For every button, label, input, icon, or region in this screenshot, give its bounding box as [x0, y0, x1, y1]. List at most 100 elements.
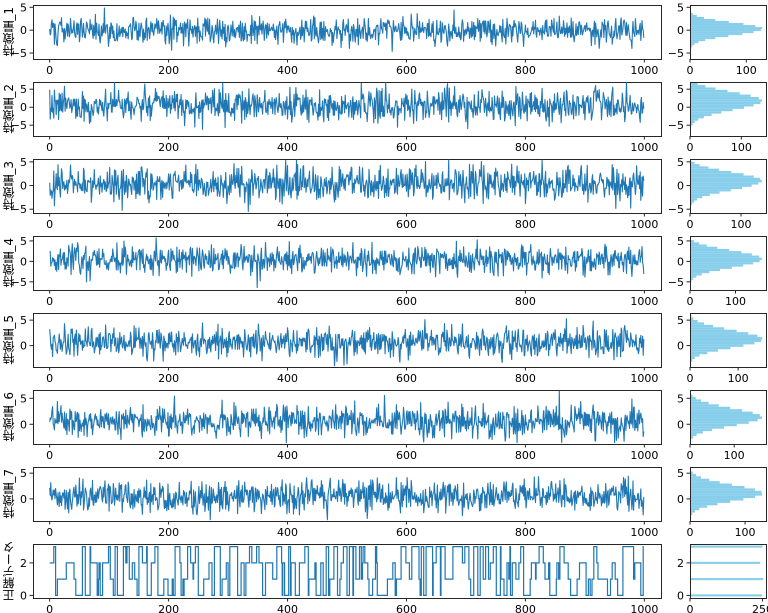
svg-text:0: 0: [46, 295, 53, 308]
plot-row-1: 特徴量_1 0 200 400 600 800 1000 5 0 −5 0 100 5 0 −5: [0, 0, 768, 77]
svg-text:0: 0: [677, 340, 684, 353]
svg-text:600: 600: [396, 372, 417, 385]
svg-text:0: 0: [20, 493, 27, 506]
svg-text:0: 0: [20, 180, 27, 193]
svg-text:5: 5: [20, 314, 27, 327]
svg-text:0: 0: [687, 295, 694, 308]
svg-text:0: 0: [20, 255, 27, 268]
svg-text:600: 600: [396, 449, 417, 462]
svg-text:100: 100: [724, 449, 745, 462]
timeseries-plot-feature-7: 0 200 400 600 800 1000 5 0: [20, 467, 662, 539]
svg-text:200: 200: [158, 603, 179, 613]
svg-text:100: 100: [735, 526, 756, 539]
svg-text:1000: 1000: [630, 218, 658, 231]
svg-text:200: 200: [158, 295, 179, 308]
svg-text:−5: −5: [11, 276, 27, 289]
plot-row-5: 特徴量_5 0 200 400 600 800 1000 5 0 0 100 5 0: [0, 308, 768, 385]
plot-row-2: 特徴量_2 0 200 400 600 800 1000 5 0 −5 0 100 5 0 −5: [0, 77, 768, 154]
svg-text:800: 800: [515, 603, 536, 613]
svg-text:2: 2: [677, 557, 684, 570]
svg-text:−5: −5: [668, 276, 684, 289]
svg-text:1000: 1000: [630, 526, 658, 539]
svg-text:400: 400: [277, 526, 298, 539]
svg-text:400: 400: [277, 372, 298, 385]
svg-text:0: 0: [677, 24, 684, 37]
svg-text:0: 0: [20, 24, 27, 37]
svg-text:5: 5: [20, 83, 27, 96]
svg-text:0: 0: [20, 340, 27, 353]
svg-text:0: 0: [687, 372, 694, 385]
svg-text:400: 400: [277, 64, 298, 77]
svg-text:0: 0: [687, 141, 694, 154]
svg-text:0: 0: [20, 101, 27, 114]
svg-text:5: 5: [20, 235, 27, 248]
svg-text:600: 600: [396, 526, 417, 539]
svg-text:5: 5: [20, 467, 27, 480]
svg-text:400: 400: [277, 603, 298, 613]
svg-text:0: 0: [677, 101, 684, 114]
svg-text:−5: −5: [11, 47, 27, 60]
svg-text:100: 100: [736, 64, 757, 77]
svg-text:5: 5: [677, 1, 684, 14]
svg-text:800: 800: [515, 141, 536, 154]
svg-text:5: 5: [20, 156, 27, 169]
svg-text:5: 5: [20, 392, 27, 405]
svg-text:5: 5: [677, 392, 684, 405]
plot-row-4: 特徴量_4 0 200 400 600 800 1000 5 0 −5 0 100 5 0 −5: [0, 231, 768, 308]
svg-text:1000: 1000: [630, 372, 658, 385]
timeseries-plot-feature-4: 0 200 400 600 800 1000 5 0 −5: [11, 235, 662, 308]
timeseries-plot-feature-2: 0 200 400 600 800 1000 5 0 −5: [11, 82, 662, 154]
svg-text:800: 800: [515, 526, 536, 539]
svg-text:0: 0: [46, 526, 53, 539]
svg-text:0: 0: [677, 589, 684, 602]
svg-text:5: 5: [677, 235, 684, 248]
svg-text:5: 5: [677, 83, 684, 96]
histogram-plot-feature-5: 0 100 5 0: [677, 313, 767, 385]
svg-text:1000: 1000: [630, 295, 658, 308]
svg-text:200: 200: [158, 64, 179, 77]
svg-text:0: 0: [20, 589, 27, 602]
svg-text:800: 800: [515, 295, 536, 308]
svg-text:0: 0: [677, 493, 684, 506]
svg-text:1000: 1000: [630, 603, 658, 613]
svg-text:0: 0: [46, 141, 53, 154]
svg-text:400: 400: [277, 141, 298, 154]
svg-text:0: 0: [687, 526, 694, 539]
svg-text:400: 400: [277, 295, 298, 308]
timeseries-plot-feature-3: 0 200 400 600 800 1000 5 0 −5: [11, 156, 662, 231]
svg-text:600: 600: [396, 603, 417, 613]
svg-text:600: 600: [396, 295, 417, 308]
svg-text:200: 200: [158, 372, 179, 385]
svg-text:0: 0: [687, 64, 694, 77]
svg-text:0: 0: [46, 372, 53, 385]
svg-text:−5: −5: [668, 203, 684, 216]
svg-text:400: 400: [277, 218, 298, 231]
svg-text:0: 0: [46, 603, 53, 613]
plot-row-3: 特徴量_3 0 200 400 600 800 1000 5 0 −5 0 100 5 0 −5: [0, 154, 768, 231]
svg-text:5: 5: [20, 1, 27, 14]
svg-text:0: 0: [46, 449, 53, 462]
svg-text:0: 0: [677, 180, 684, 193]
timeseries-plot-ground-truth: 0 200 400 600 800 1000 2 0: [20, 544, 662, 613]
svg-text:0: 0: [46, 218, 53, 231]
plot-row-6: 特徴量_6 0 200 400 600 800 1000 5 0 0 100 5 0: [0, 385, 768, 462]
svg-text:200: 200: [158, 141, 179, 154]
svg-text:800: 800: [515, 449, 536, 462]
histogram-plot-ground-truth: 0 250 2 0: [677, 544, 768, 613]
svg-text:200: 200: [158, 526, 179, 539]
timeseries-plot-feature-1: 0 200 400 600 800 1000 5 0 −5: [11, 1, 662, 77]
svg-text:0: 0: [20, 418, 27, 431]
svg-text:−5: −5: [11, 119, 27, 132]
svg-text:100: 100: [731, 141, 752, 154]
svg-text:0: 0: [687, 603, 694, 613]
histogram-plot-feature-7: 0 100 5 0: [677, 467, 767, 539]
timeseries-plot-feature-5: 0 200 400 600 800 1000 5 0: [20, 313, 662, 385]
svg-text:5: 5: [677, 314, 684, 327]
svg-text:0: 0: [687, 449, 694, 462]
svg-text:100: 100: [725, 295, 746, 308]
